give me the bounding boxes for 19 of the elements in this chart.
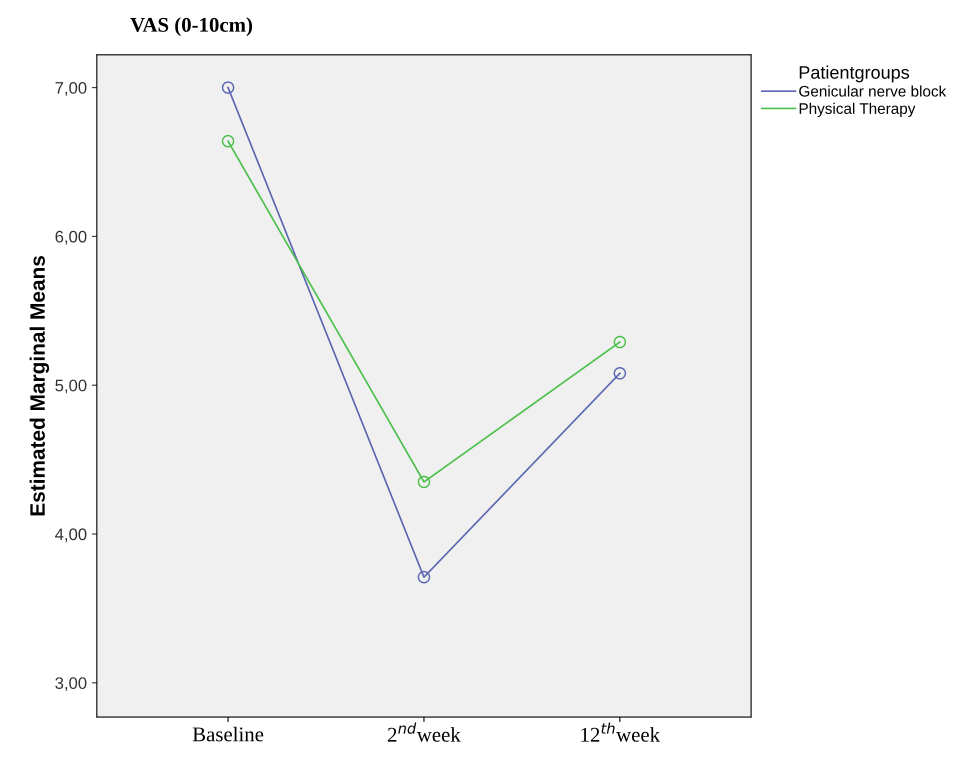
- point: [222, 134, 234, 148]
- x-tick-label: Baseline: [192, 726, 264, 742]
- point: [614, 336, 626, 348]
- x-tick-label: 2$^{nd}$week: [388, 722, 461, 742]
- legend-label: Genicular nerve block: [799, 85, 946, 97]
- y-tick-label: 4,00: [55, 528, 86, 542]
- point: [418, 476, 430, 488]
- point: [418, 570, 430, 584]
- point: [614, 367, 626, 380]
- y-tick-label: 5,00: [55, 380, 86, 394]
- y-tick-label: 3,00: [55, 677, 86, 691]
- y-tick-label: 7,00: [56, 82, 86, 96]
- chart-title: VAS (0-10cm): [130, 17, 252, 36]
- legend-label: Physical Therapy: [800, 102, 916, 117]
- legend-title: Patientgroups: [800, 66, 910, 82]
- y-tick-label: 6,00: [56, 230, 86, 245]
- point: [222, 81, 234, 94]
- x-tick-label: 12$^{th}$week: [581, 722, 660, 742]
- y-axis-title: Estimated Marginal Means: [30, 256, 50, 516]
